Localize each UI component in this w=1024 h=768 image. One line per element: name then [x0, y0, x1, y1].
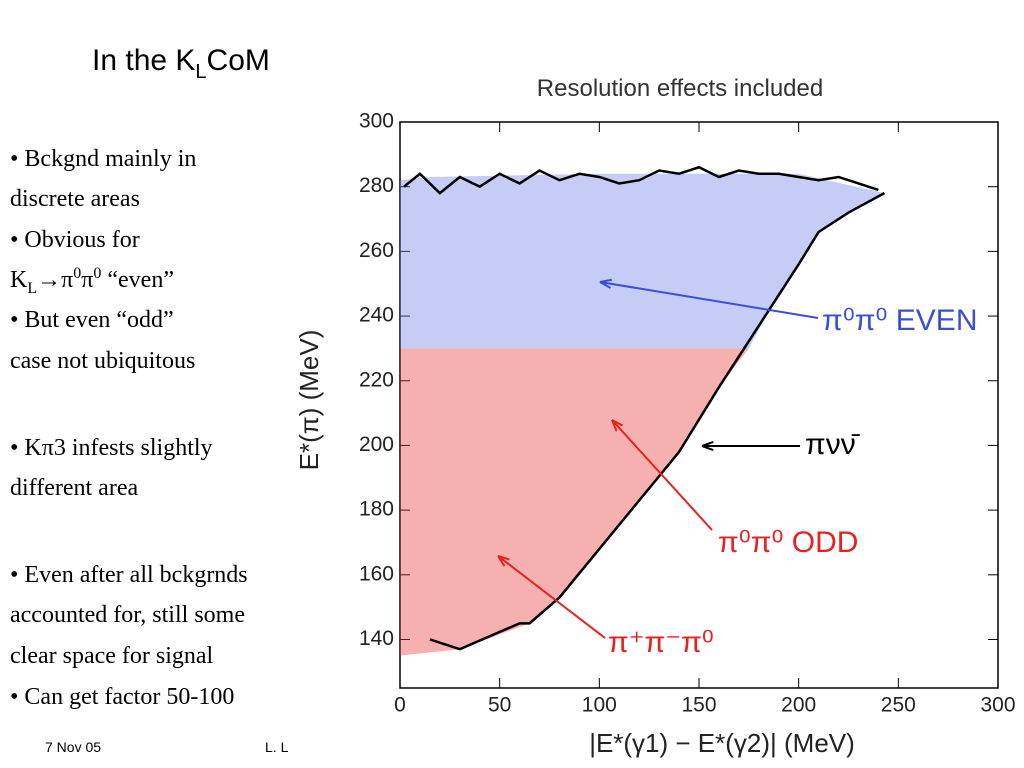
y-tick-label: 200	[359, 433, 394, 456]
bullet-line: accounted for, still some	[10, 602, 245, 628]
arrow-head	[599, 278, 612, 289]
x-axis-label: |E*(γ1) − E*(γ2)| (MeV)	[589, 728, 855, 758]
y-tick-label: 220	[359, 368, 394, 391]
title-part: In the K	[92, 44, 195, 77]
bullet-line: • Even after all bckgrnds	[10, 562, 248, 588]
slide-title: In the KLCoM	[92, 44, 270, 83]
bullet-line: KL→π0π0 “even”	[10, 265, 174, 297]
chart-title: Resolution effects included	[537, 75, 823, 102]
annotation-arrow	[497, 555, 606, 639]
x-tick-label: 250	[881, 694, 916, 717]
bullet-line: • Can get factor 50-100	[10, 684, 234, 710]
bullet-line: discrete areas	[10, 186, 140, 212]
region	[400, 173, 885, 349]
x-tick-label: 150	[681, 694, 716, 717]
t: π	[81, 267, 93, 293]
title-sub: L	[195, 61, 206, 83]
t: K	[10, 267, 28, 293]
bullet-line: case not ubiquitous	[10, 348, 195, 374]
x-tick-label: 200	[781, 694, 816, 717]
arrow-head	[611, 419, 624, 432]
contour	[429, 192, 885, 651]
y-tick-label: 260	[359, 239, 394, 262]
annotation-arrow	[599, 281, 819, 319]
bullet-line: • Obvious for	[10, 227, 140, 253]
t: 0	[73, 265, 81, 282]
y-tick-label: 280	[359, 174, 394, 197]
annotation: π⁺π⁻π⁰	[608, 626, 714, 659]
x-tick-label: 50	[488, 694, 511, 717]
annotation: π⁰π⁰ ODD	[718, 526, 858, 559]
y-tick-label: 240	[359, 304, 394, 327]
chart: Resolution effects included E*(π) (MeV) …	[294, 75, 1016, 758]
y-tick-label: 160	[359, 562, 394, 585]
t: →π	[37, 267, 73, 293]
t: 0	[93, 265, 101, 282]
footer-date: 7 Nov 05	[45, 739, 101, 755]
title-part: CoM	[207, 44, 270, 77]
footer-author: L. L	[265, 739, 289, 755]
y-tick-label: 300	[359, 110, 394, 133]
region	[400, 348, 749, 656]
y-tick-label: 140	[359, 627, 394, 650]
arrow-head	[701, 440, 714, 452]
bullet-line: • But even “odd”	[10, 307, 174, 333]
annotation-arrow	[611, 419, 713, 531]
x-tick-label: 100	[582, 694, 617, 717]
bullet-line: • Bckgnd mainly in	[10, 146, 196, 172]
bullet-line: clear space for signal	[10, 643, 214, 669]
annotation: π⁰π⁰ EVEN	[822, 304, 977, 337]
bullet-line: different area	[10, 475, 138, 501]
bullet-line: • Kπ3 infests slightly	[10, 435, 213, 461]
contour	[403, 165, 879, 195]
t: “even”	[101, 267, 174, 293]
x-tick-label: 0	[394, 694, 406, 717]
y-tick-label: 180	[359, 498, 394, 521]
arrow-head	[497, 555, 510, 567]
y-axis-label: E*(π) (MeV)	[294, 330, 324, 471]
x-tick-label: 300	[980, 694, 1015, 717]
t: L	[27, 280, 37, 297]
bullets: • Bckgnd mainly in discrete areas • Obvi…	[10, 146, 248, 710]
annotation: πνν̄	[805, 428, 861, 461]
